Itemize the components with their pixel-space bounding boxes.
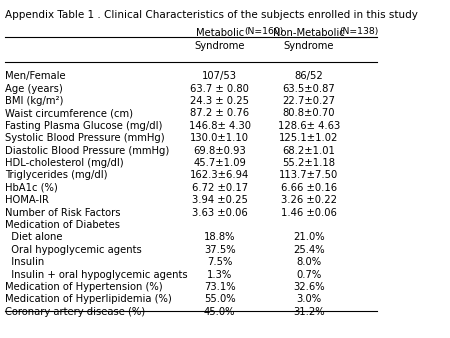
- Text: 68.2±1.01: 68.2±1.01: [283, 146, 335, 155]
- Text: Triglycerides (mg/dl): Triglycerides (mg/dl): [5, 170, 108, 180]
- Text: 45.7±1.09: 45.7±1.09: [193, 158, 246, 168]
- Text: Insulin: Insulin: [5, 257, 45, 267]
- Text: 25.4%: 25.4%: [293, 245, 325, 255]
- Text: 18.8%: 18.8%: [204, 232, 235, 242]
- Text: Waist circumference (cm): Waist circumference (cm): [5, 108, 133, 118]
- Text: 24.3 ± 0.25: 24.3 ± 0.25: [190, 96, 249, 106]
- Text: 1.3%: 1.3%: [207, 270, 232, 280]
- Text: 130.0±1.10: 130.0±1.10: [190, 133, 249, 143]
- Text: 128.6± 4.63: 128.6± 4.63: [278, 121, 340, 131]
- Text: Insulin + oral hypoglycemic agents: Insulin + oral hypoglycemic agents: [5, 270, 188, 280]
- Text: 1.46 ±0.06: 1.46 ±0.06: [281, 208, 337, 218]
- Text: Oral hypoglycemic agents: Oral hypoglycemic agents: [5, 245, 142, 255]
- Text: 37.5%: 37.5%: [204, 245, 235, 255]
- Text: 22.7±0.27: 22.7±0.27: [282, 96, 335, 106]
- Text: BMI (kg/m²): BMI (kg/m²): [5, 96, 63, 106]
- Text: (N=138): (N=138): [339, 27, 378, 36]
- Text: 146.8± 4.30: 146.8± 4.30: [189, 121, 251, 131]
- Text: Diet alone: Diet alone: [5, 232, 63, 242]
- Text: Appendix Table 1 . Clinical Characteristics of the subjects enrolled in this stu: Appendix Table 1 . Clinical Characterist…: [5, 10, 418, 20]
- Text: HDL-cholesterol (mg/dl): HDL-cholesterol (mg/dl): [5, 158, 124, 168]
- Text: 31.2%: 31.2%: [293, 307, 325, 317]
- Text: 69.8±0.93: 69.8±0.93: [194, 146, 246, 155]
- Text: HOMA-IR: HOMA-IR: [5, 195, 49, 205]
- Text: Diastolic Blood Pressure (mmHg): Diastolic Blood Pressure (mmHg): [5, 146, 170, 155]
- Text: 55.2±1.18: 55.2±1.18: [282, 158, 335, 168]
- Text: Men/Female: Men/Female: [5, 71, 66, 81]
- Text: 80.8±0.70: 80.8±0.70: [283, 108, 335, 118]
- Text: 3.0%: 3.0%: [296, 294, 321, 305]
- Text: Syndrome: Syndrome: [284, 41, 334, 51]
- Text: 63.5±0.87: 63.5±0.87: [283, 83, 335, 94]
- Text: 63.7 ± 0.80: 63.7 ± 0.80: [190, 83, 249, 94]
- Text: 45.0%: 45.0%: [204, 307, 235, 317]
- Text: 3.94 ±0.25: 3.94 ±0.25: [192, 195, 248, 205]
- Text: 21.0%: 21.0%: [293, 232, 325, 242]
- Text: 113.7±7.50: 113.7±7.50: [279, 170, 338, 180]
- Text: Fasting Plasma Glucose (mg/dl): Fasting Plasma Glucose (mg/dl): [5, 121, 162, 131]
- Text: 125.1±1.02: 125.1±1.02: [279, 133, 338, 143]
- Text: Metabolic: Metabolic: [196, 28, 244, 38]
- Text: (N=160): (N=160): [244, 27, 284, 36]
- Text: 73.1%: 73.1%: [204, 282, 235, 292]
- Text: 3.63 ±0.06: 3.63 ±0.06: [192, 208, 248, 218]
- Text: Medication of Diabetes: Medication of Diabetes: [5, 220, 120, 230]
- Text: 3.26 ±0.22: 3.26 ±0.22: [281, 195, 337, 205]
- Text: 86/52: 86/52: [294, 71, 323, 81]
- Text: Systolic Blood Pressure (mmHg): Systolic Blood Pressure (mmHg): [5, 133, 165, 143]
- Text: Number of Risk Factors: Number of Risk Factors: [5, 208, 121, 218]
- Text: Syndrome: Syndrome: [194, 41, 245, 51]
- Text: 6.66 ±0.16: 6.66 ±0.16: [281, 183, 337, 193]
- Text: 6.72 ±0.17: 6.72 ±0.17: [192, 183, 248, 193]
- Text: 162.3±6.94: 162.3±6.94: [190, 170, 249, 180]
- Text: Age (years): Age (years): [5, 83, 63, 94]
- Text: HbA1c (%): HbA1c (%): [5, 183, 58, 193]
- Text: Medication of Hyperlipidemia (%): Medication of Hyperlipidemia (%): [5, 294, 172, 305]
- Text: 8.0%: 8.0%: [296, 257, 321, 267]
- Text: Non-Metabolic: Non-Metabolic: [273, 28, 345, 38]
- Text: 55.0%: 55.0%: [204, 294, 235, 305]
- Text: Medication of Hypertension (%): Medication of Hypertension (%): [5, 282, 163, 292]
- Text: 0.7%: 0.7%: [296, 270, 321, 280]
- Text: Coronary artery disease (%): Coronary artery disease (%): [5, 307, 145, 317]
- Text: 7.5%: 7.5%: [207, 257, 232, 267]
- Text: 32.6%: 32.6%: [293, 282, 325, 292]
- Text: 107/53: 107/53: [202, 71, 237, 81]
- Text: 87.2 ± 0.76: 87.2 ± 0.76: [190, 108, 249, 118]
